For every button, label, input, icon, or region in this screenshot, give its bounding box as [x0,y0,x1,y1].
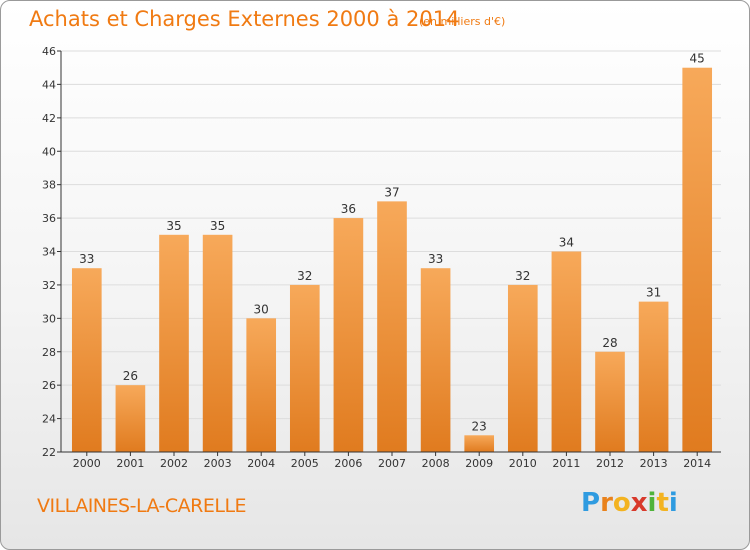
x-tick-label: 2014 [683,457,711,470]
bar [595,351,625,452]
x-tick-label: 2008 [422,457,450,470]
bar [377,201,407,452]
x-tick-label: 2003 [204,457,232,470]
bar [115,385,146,452]
y-tick-label: 36 [42,212,56,225]
data-label: 45 [690,52,705,66]
bar [638,301,669,452]
y-tick-label: 40 [42,145,56,158]
y-tick-label: 26 [42,379,56,392]
x-tick-label: 2011 [552,457,580,470]
bar [464,435,495,452]
x-tick-label: 2000 [73,457,101,470]
x-tick-label: 2007 [378,457,406,470]
bar [551,251,582,452]
bar [420,268,451,452]
bar [246,318,277,452]
logo-letter: t [656,488,669,518]
x-tick-label: 2006 [334,457,362,470]
bars [71,67,713,452]
data-label: 31 [646,286,661,300]
y-tick-label: 22 [42,446,56,459]
x-tick-label: 2004 [247,457,275,470]
logo-letter: P [581,488,601,518]
y-tick-label: 38 [42,179,56,192]
logo-letter: x [630,488,648,518]
y-tick-label: 28 [42,346,56,359]
data-label: 35 [166,219,181,233]
x-tick-label: 2002 [160,457,188,470]
data-label: 33 [79,252,94,266]
data-label: 33 [428,252,443,266]
y-tick-label: 42 [42,112,56,125]
bar [507,284,538,452]
bar [159,234,189,452]
x-tick-label: 2009 [465,457,493,470]
x-tick-label: 2013 [640,457,668,470]
data-label: 34 [559,236,574,250]
labels: 22 24 26 28 30 32 34 36 38 40 42 44 46 2000 33 2001 26 20… [42,45,711,470]
y-tick-label: 32 [42,279,56,292]
logo-letter: i [647,488,657,518]
data-label: 28 [602,336,617,350]
y-tick-label: 44 [42,78,56,91]
x-tick-label: 2001 [116,457,144,470]
y-tick-label: 46 [42,45,56,58]
y-tick-label: 24 [42,413,56,426]
proxiti-logo: Proxiti [581,488,678,518]
x-tick-label: 2005 [291,457,319,470]
logo-letter: r [600,488,613,518]
data-label: 26 [123,369,138,383]
data-label: 35 [210,219,225,233]
bar [289,284,320,452]
data-label: 32 [515,269,530,283]
x-tick-label: 2012 [596,457,624,470]
y-tick-label: 34 [42,246,56,259]
chart-unit: (en milliers d'€) [419,15,506,28]
bar [71,268,102,452]
axes [57,50,721,456]
data-label: 36 [341,202,356,216]
logo-letter: i [668,488,678,518]
data-label: 37 [384,185,399,199]
x-tick-label: 2010 [509,457,537,470]
data-label: 32 [297,269,312,283]
bar [682,67,713,452]
logo-letter: o [612,488,631,518]
data-label: 23 [472,419,487,433]
data-label: 30 [254,302,269,316]
bar [333,218,364,452]
bar [202,234,233,452]
y-tick-label: 30 [42,312,56,325]
chart-title: Achats et Charges Externes 2000 à 2014 [29,7,460,31]
commune-name: VILLAINES-LA-CARELLE [37,495,247,517]
